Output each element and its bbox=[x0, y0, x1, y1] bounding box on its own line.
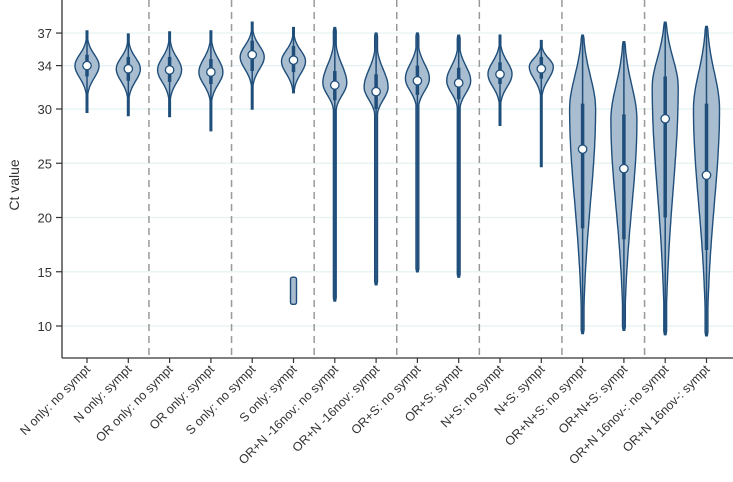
median-marker bbox=[577, 144, 588, 154]
median-marker bbox=[619, 163, 629, 174]
median-marker bbox=[206, 67, 216, 77]
x-tick-label: OR+S: no sympt bbox=[349, 362, 424, 437]
median-marker bbox=[412, 75, 423, 86]
violin bbox=[322, 26, 348, 302]
violin bbox=[280, 26, 307, 305]
median-marker bbox=[495, 69, 505, 80]
violin bbox=[568, 34, 597, 335]
violin bbox=[115, 33, 142, 117]
y-tick-label: 25 bbox=[38, 156, 52, 171]
violin-outlier-cluster bbox=[289, 276, 298, 305]
median-marker bbox=[701, 170, 712, 181]
x-tick-label: N only: no sympt bbox=[17, 362, 93, 438]
violin bbox=[692, 25, 721, 337]
y-tick-label: 37 bbox=[38, 26, 52, 41]
violin bbox=[404, 32, 431, 273]
y-tick-label: 30 bbox=[38, 102, 52, 117]
median-marker bbox=[329, 80, 340, 90]
y-axis-title: Ct value bbox=[6, 159, 22, 211]
group-separators bbox=[148, 0, 646, 358]
median-marker bbox=[536, 64, 547, 74]
y-tick-label: 10 bbox=[38, 319, 52, 334]
violin bbox=[363, 32, 389, 286]
median-marker bbox=[660, 113, 671, 124]
violin bbox=[156, 31, 183, 118]
median-marker bbox=[123, 64, 134, 74]
median-marker bbox=[82, 60, 92, 71]
violin bbox=[239, 21, 265, 110]
median-marker bbox=[247, 49, 258, 60]
axes bbox=[61, 0, 733, 359]
violin bbox=[528, 39, 555, 168]
violin bbox=[487, 34, 513, 127]
median-marker bbox=[164, 65, 175, 75]
y-tick-label: 34 bbox=[38, 59, 52, 74]
violin bbox=[74, 30, 100, 114]
median-marker bbox=[453, 78, 464, 88]
violin bbox=[610, 41, 638, 331]
y-tick-label: 15 bbox=[38, 265, 52, 280]
y-ticks: 10 15 20 25 30 34 37 bbox=[38, 26, 62, 334]
violin bbox=[651, 21, 679, 336]
violin bbox=[445, 34, 472, 278]
violin bbox=[198, 30, 224, 132]
x-tick-label: OR only: no sympt bbox=[93, 362, 176, 445]
median-marker bbox=[371, 86, 381, 97]
median-marker bbox=[288, 55, 299, 66]
x-tick-label: S only: no sympt bbox=[183, 362, 259, 438]
violins bbox=[74, 21, 721, 337]
y-tick-label: 20 bbox=[38, 211, 52, 226]
